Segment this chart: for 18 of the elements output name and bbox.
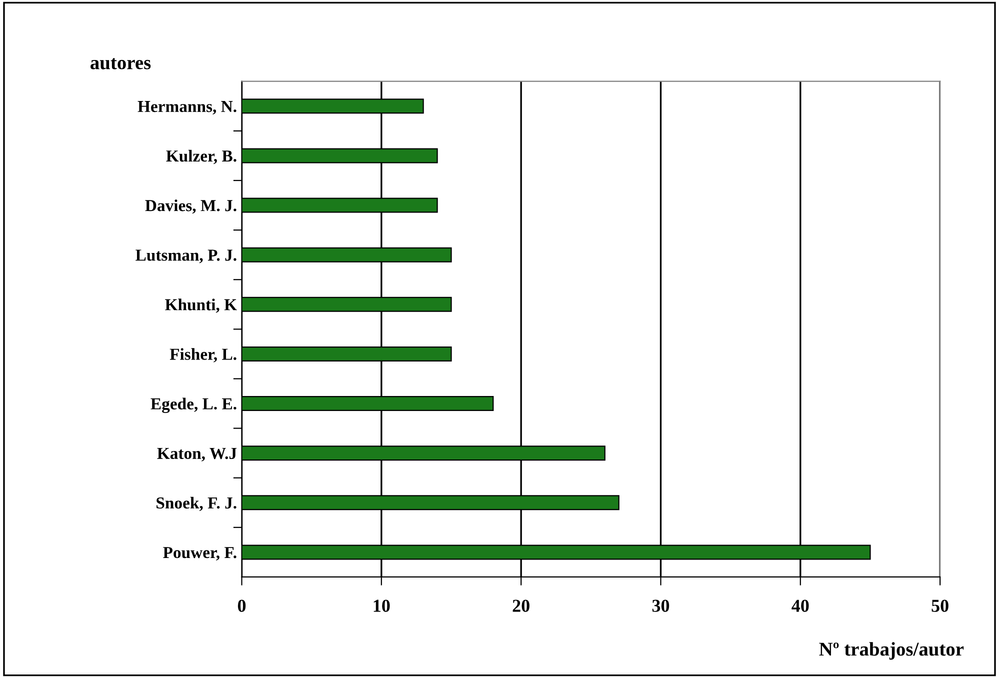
x-tick-label: 50 xyxy=(932,600,948,612)
x-tick-label: 30 xyxy=(652,600,670,612)
x-tick-label: 0 xyxy=(238,600,246,612)
y-tick-label: Khunti, K xyxy=(165,298,237,313)
y-tick-label: Kulzer, B. xyxy=(166,150,236,164)
y-tick-label: Lutsman, P. J. xyxy=(136,250,236,264)
y-tick-label: Snoek, F. J. xyxy=(156,496,236,511)
y-tick-label: Pouwer, F. xyxy=(163,547,236,561)
x-tick-label: 10 xyxy=(374,600,390,612)
y-tick-label: Fisher, L. xyxy=(170,348,236,362)
y-tick-label: Hermanns, N. xyxy=(138,101,236,115)
x-axis-title: Nº trabajos/autor xyxy=(819,642,964,660)
x-tick-label: 20 xyxy=(512,600,530,612)
x-tick-label: 40 xyxy=(792,600,809,612)
y-tick-label: Davies, M. J. xyxy=(145,199,236,214)
y-tick-label: Egede, L. E. xyxy=(150,398,236,413)
y-tick-label: Katon, W.J xyxy=(157,448,237,462)
y-axis-title: autores xyxy=(90,58,151,70)
